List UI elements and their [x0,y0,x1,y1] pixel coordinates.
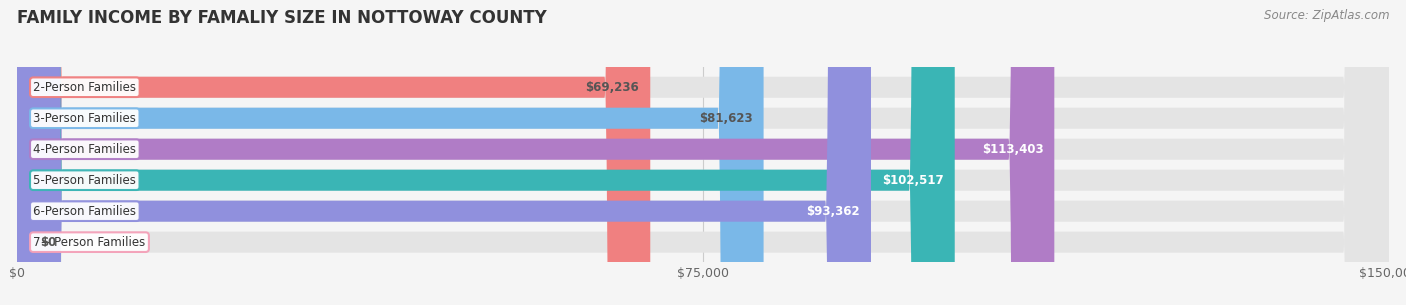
FancyBboxPatch shape [17,0,1054,305]
FancyBboxPatch shape [17,0,870,305]
FancyBboxPatch shape [17,0,1389,305]
Text: $93,362: $93,362 [807,205,860,218]
Text: Source: ZipAtlas.com: Source: ZipAtlas.com [1264,9,1389,22]
FancyBboxPatch shape [17,0,955,305]
FancyBboxPatch shape [17,0,1389,305]
FancyBboxPatch shape [17,0,650,305]
Text: $102,517: $102,517 [882,174,943,187]
Text: 4-Person Families: 4-Person Families [34,143,136,156]
Text: 3-Person Families: 3-Person Families [34,112,136,125]
Text: 7+ Person Families: 7+ Person Families [34,236,146,249]
Text: $113,403: $113,403 [981,143,1043,156]
FancyBboxPatch shape [17,0,1389,305]
Text: FAMILY INCOME BY FAMALIY SIZE IN NOTTOWAY COUNTY: FAMILY INCOME BY FAMALIY SIZE IN NOTTOWA… [17,9,547,27]
Text: $81,623: $81,623 [699,112,752,125]
Text: $0: $0 [39,236,56,249]
Text: 6-Person Families: 6-Person Families [34,205,136,218]
FancyBboxPatch shape [17,0,763,305]
Text: $69,236: $69,236 [585,81,640,94]
FancyBboxPatch shape [17,0,1389,305]
Text: 5-Person Families: 5-Person Families [34,174,136,187]
FancyBboxPatch shape [17,0,1389,305]
Text: 2-Person Families: 2-Person Families [34,81,136,94]
FancyBboxPatch shape [17,0,1389,305]
